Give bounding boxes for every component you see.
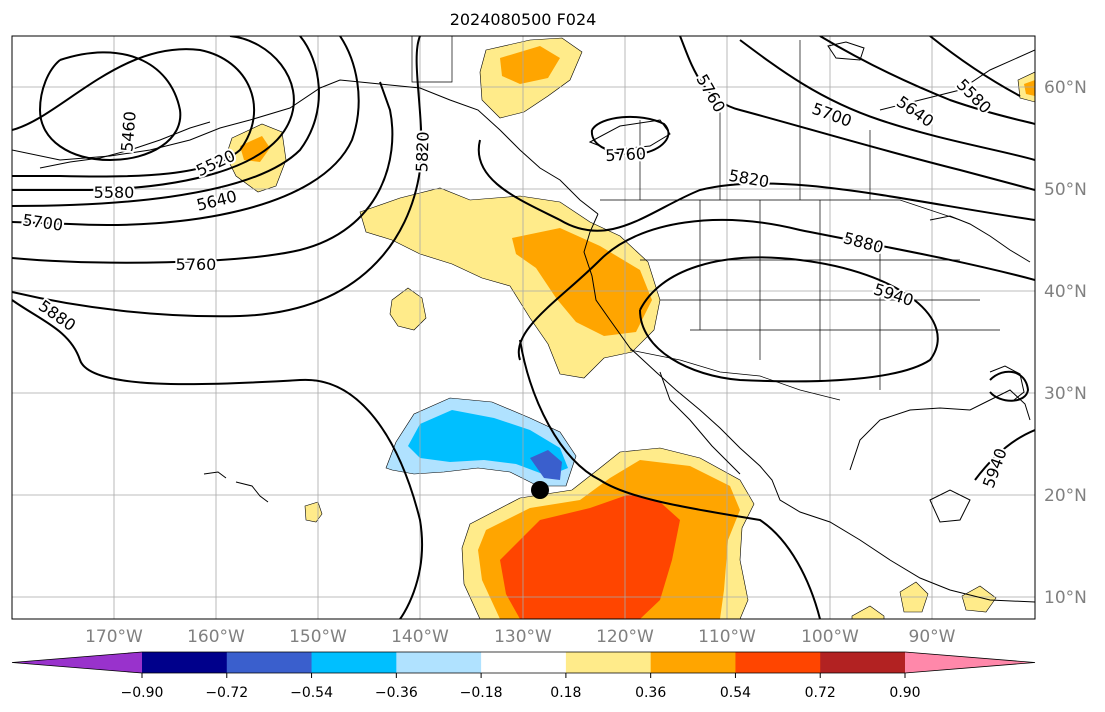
contour-label: 5820: [412, 131, 432, 172]
height-contours: [12, 36, 1035, 619]
shade-pos-west-coast-core: [512, 228, 652, 336]
colorbar-extend-max: [905, 652, 1035, 673]
lon-label: 160°W: [187, 627, 245, 647]
lat-label: 60°N: [1044, 78, 1087, 98]
lat-label: 40°N: [1044, 282, 1087, 302]
baja: [659, 371, 741, 475]
contour-label: 5760: [176, 255, 217, 274]
colorbar: −0.90 −0.72 −0.54 −0.36 −0.18 0.18 0.36 0.54 0.7…: [11, 651, 1036, 701]
colorbar-tick-label: 0.18: [550, 685, 581, 701]
lon-label: 130°W: [494, 627, 552, 647]
colorbar-tick-label: −0.90: [121, 685, 164, 701]
colorbar-bin: [565, 652, 652, 673]
contour-label: 5760: [605, 144, 647, 165]
contour-5700: [12, 36, 360, 227]
colorbar-bin: [735, 652, 821, 673]
contour-5760: [12, 81, 394, 264]
hawaii-1: [203, 471, 227, 479]
contour-5580: [12, 36, 295, 191]
latitude-axis: 60°N 50°N 40°N 30°N 20°N 10°N: [1044, 78, 1087, 608]
contour-5640-ne: [819, 36, 1035, 125]
colorbar-bin: [311, 652, 397, 673]
hudson-coast: [879, 49, 1035, 111]
colorbar-bin: [142, 652, 228, 673]
contour-5880-east: [517, 219, 1035, 361]
north-island: [827, 41, 865, 61]
map-frame: [11, 35, 1036, 620]
colorbar-tick-label: −0.54: [290, 685, 333, 701]
contour-5580-ne: [929, 36, 1021, 97]
shade-neg-dark: [530, 450, 562, 480]
contour-5460: [38, 51, 182, 162]
colorbar-tick-label: 0.72: [805, 685, 836, 701]
border-yukon: [411, 36, 453, 83]
contour-5760-closed: [590, 115, 670, 156]
colorbar-bin: [820, 652, 906, 673]
colorbar-tick-label: 0.90: [889, 685, 920, 701]
lat-label: 50°N: [1044, 180, 1087, 200]
lat-label: 20°N: [1044, 486, 1087, 506]
colorbar-bin: [481, 652, 567, 673]
lat-label: 10°N: [1044, 588, 1087, 608]
aleutians: [39, 121, 211, 169]
lon-label: 140°W: [391, 627, 449, 647]
contour-label: 5460: [117, 110, 139, 152]
colorbar-bin: [226, 652, 313, 673]
contour-label: 5580: [94, 183, 135, 202]
map-panel: 5460 5520 5580 5640 5700 5760 5820 5880 …: [12, 36, 1035, 619]
colorbar-tick-label: 0.36: [635, 685, 666, 701]
contour-5880-south: [519, 339, 821, 619]
lon-label: 120°W: [596, 627, 654, 647]
great-lakes: [929, 215, 1031, 263]
lon-label: 110°W: [698, 627, 756, 647]
lon-label: 170°W: [85, 627, 143, 647]
shade-neg-mid: [408, 410, 568, 476]
yucatan: [929, 489, 971, 523]
lon-label: 150°W: [289, 627, 347, 647]
lon-label: 90°W: [909, 627, 956, 647]
anomaly-shading: [225, 37, 1035, 619]
bc-coast: [583, 213, 1035, 603]
storm-position-marker: [531, 481, 549, 499]
colorbar-tick-label: 0.54: [720, 685, 751, 701]
contour-5700-ne: [739, 39, 1035, 161]
contour-5940: [639, 256, 939, 383]
longitude-axis: 170°W 160°W 150°W 140°W 130°W 120°W 110°…: [85, 627, 956, 647]
colorbar-tick-label: −0.18: [460, 685, 503, 701]
colorbar-tick-label: −0.36: [375, 685, 418, 701]
shade-pos-northeast-core: [1024, 80, 1035, 96]
shade-pos-alaska-core: [240, 136, 270, 162]
colorbar-bin: [396, 652, 482, 673]
lat-label: 30°N: [1044, 384, 1087, 404]
contour-5820-east: [477, 139, 1035, 232]
shade-pos-carib: [961, 585, 997, 613]
colorbar-extend-min: [12, 652, 142, 673]
shade-pos-west-coast: [359, 187, 661, 379]
contour-5940-gulf: [974, 429, 1035, 481]
contour-5820: [12, 36, 423, 318]
colorbar-tick-label: −0.72: [205, 685, 248, 701]
contour-5880-west: [12, 299, 423, 619]
contour-5940-se: [989, 370, 1030, 402]
lon-label: 100°W: [801, 627, 859, 647]
shade-pos-south-red: [500, 494, 680, 619]
contour-5520: [12, 48, 256, 178]
shade-pos-yukon-core: [500, 46, 560, 84]
contour-5640: [12, 36, 320, 207]
contour-5760-ne: [679, 36, 1035, 191]
hawaii-2: [235, 481, 269, 503]
colorbar-bin: [650, 652, 736, 673]
map-title: 2024080500 F024: [450, 10, 597, 29]
border-canada-prov: [639, 40, 871, 200]
